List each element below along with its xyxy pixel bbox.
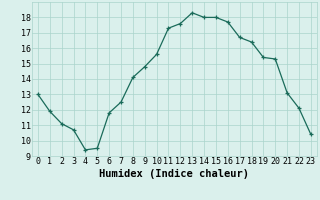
X-axis label: Humidex (Indice chaleur): Humidex (Indice chaleur) [100, 169, 249, 179]
